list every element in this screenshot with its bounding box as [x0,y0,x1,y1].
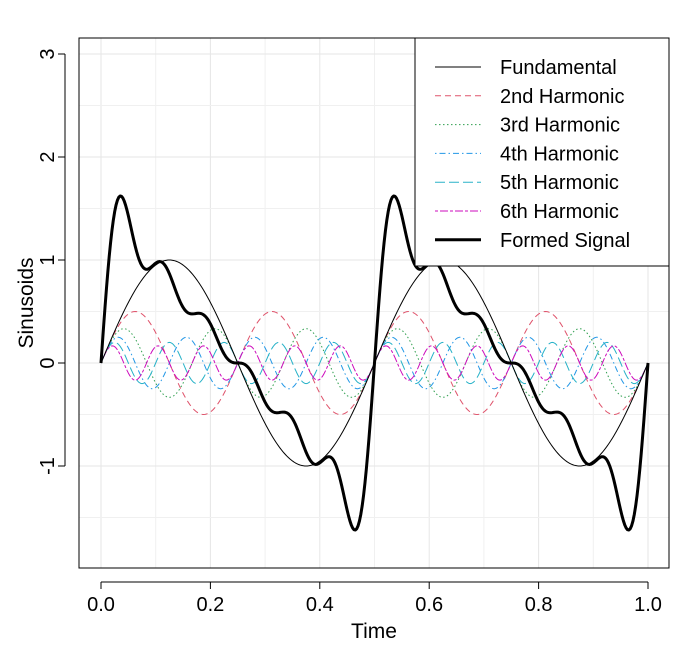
legend-label-2nd-harmonic: 2nd Harmonic [500,86,625,108]
x-tick-label: 0.6 [415,594,443,616]
x-tick-label: 0.8 [525,594,553,616]
x-axis: 0.0 0.2 0.4 0.6 0.8 1.0 [87,581,662,616]
y-axis-title: Sinusoids [15,257,38,348]
legend-label-4th-harmonic: 4th Harmonic [500,143,619,165]
x-tick-label: 0.4 [306,594,334,616]
y-tick-label: 2 [37,151,59,162]
legend-label-3rd-harmonic: 3rd Harmonic [500,115,620,137]
series-lines [99,194,650,532]
legend-label-6th-harmonic: 6th Harmonic [500,201,619,223]
y-tick-label: 0 [37,357,59,368]
y-tick-label: -1 [37,457,59,475]
legend-label-formed-signal: Formed Signal [500,230,630,252]
legend-box [414,37,670,267]
legend: Fundamental 2nd Harmonic 3rd Harmonic 4th H… [414,37,670,267]
x-axis-title: Time [351,620,397,643]
y-axis: -1 0 1 2 3 [37,48,66,475]
x-tick-label: 1.0 [634,594,662,616]
legend-label-fundamental: Fundamental [500,57,617,79]
legend-label-5th-harmonic: 5th Harmonic [500,172,619,194]
plot-frame [78,37,670,569]
y-tick-label: 3 [37,48,59,59]
x-tick-label: 0.2 [196,594,224,616]
series-line-4th-harmonic [100,336,649,390]
y-tick-label: 1 [37,254,59,265]
series-line-formed-signal [99,194,650,532]
x-tick-label: 0.0 [87,594,115,616]
